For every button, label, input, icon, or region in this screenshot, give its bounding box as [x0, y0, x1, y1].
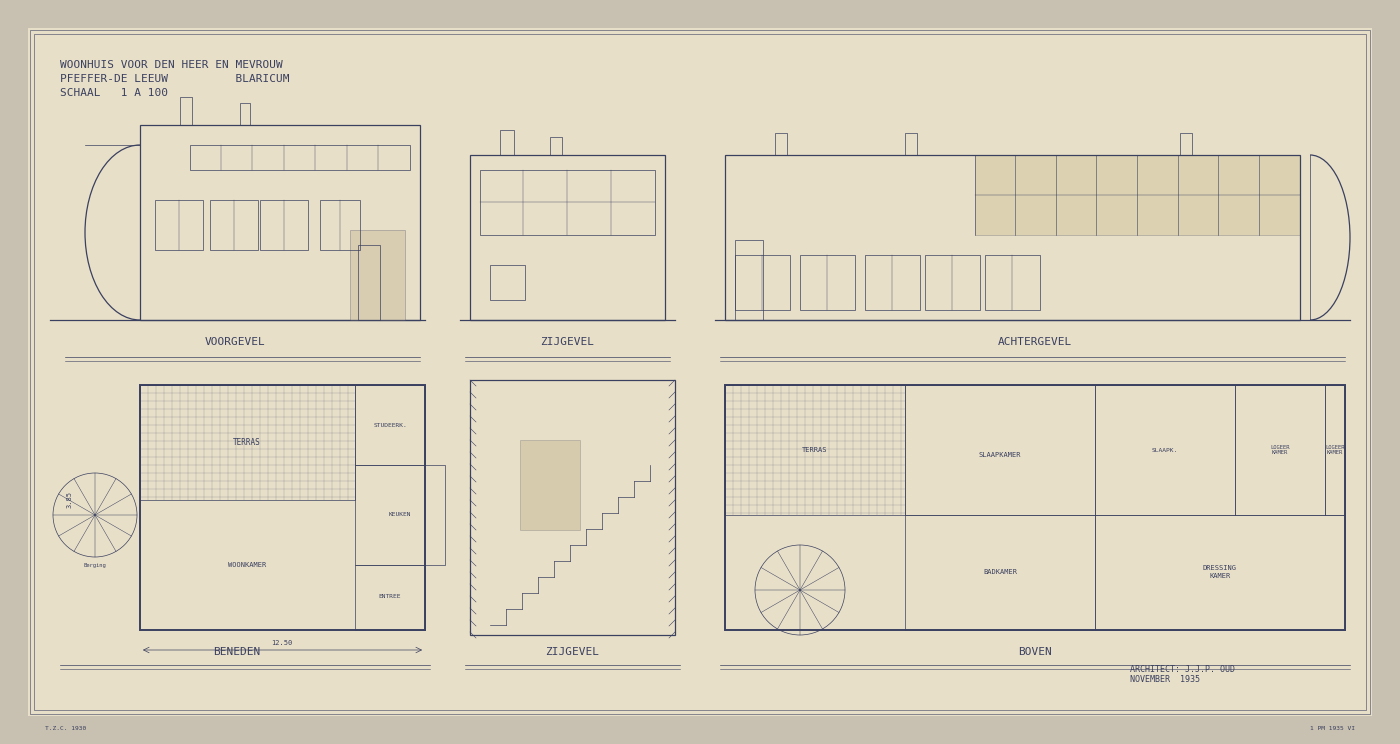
Bar — [190, 145, 410, 170]
Bar — [356, 385, 426, 465]
Bar — [865, 255, 920, 310]
Bar — [725, 155, 1301, 320]
Text: SLAAPK.: SLAAPK. — [1152, 447, 1179, 452]
Text: STUDEERK.: STUDEERK. — [374, 423, 407, 428]
Bar — [181, 97, 192, 125]
Text: 1 PM 1935 VI: 1 PM 1935 VI — [1310, 726, 1355, 731]
Bar — [140, 125, 420, 320]
Text: BENEDEN: BENEDEN — [213, 647, 260, 657]
Bar — [470, 155, 665, 320]
Bar — [904, 515, 1095, 630]
Text: 3.85: 3.85 — [67, 491, 73, 508]
Text: BADKAMER: BADKAMER — [983, 569, 1016, 575]
Bar — [490, 265, 525, 300]
Text: TERRAS: TERRAS — [802, 447, 827, 453]
Bar — [350, 230, 405, 320]
Text: NOVEMBER  1935: NOVEMBER 1935 — [1130, 675, 1200, 684]
Bar — [735, 255, 790, 310]
Text: VOORGEVEL: VOORGEVEL — [204, 337, 266, 347]
Bar — [986, 255, 1040, 310]
Text: WOONKAMER: WOONKAMER — [228, 562, 266, 568]
Bar — [239, 103, 251, 125]
Bar — [519, 440, 580, 530]
Bar — [904, 133, 917, 155]
Bar — [1095, 515, 1345, 630]
Bar — [735, 240, 763, 320]
Text: WOONHUIS VOOR DEN HEER EN MEVROUW: WOONHUIS VOOR DEN HEER EN MEVROUW — [60, 60, 283, 70]
Text: ENTREE: ENTREE — [379, 594, 402, 600]
Bar — [725, 385, 1345, 630]
Bar — [725, 385, 904, 515]
Bar — [358, 245, 379, 320]
Bar — [260, 200, 308, 250]
Text: KEUKEN: KEUKEN — [389, 513, 412, 518]
Bar — [974, 155, 1301, 235]
Bar — [321, 200, 360, 250]
Text: Berging: Berging — [84, 563, 106, 568]
Bar — [356, 565, 426, 630]
Text: SCHAAL   1 A 100: SCHAAL 1 A 100 — [60, 88, 168, 98]
Bar — [1324, 385, 1345, 515]
Bar — [1095, 385, 1235, 515]
Text: PFEFFER-DE LEEUW          BLARICUM: PFEFFER-DE LEEUW BLARICUM — [60, 74, 290, 84]
Bar — [500, 130, 514, 155]
Text: ZIJGEVEL: ZIJGEVEL — [545, 647, 599, 657]
Text: LOGEER
KAMER: LOGEER KAMER — [1326, 445, 1345, 455]
Bar — [904, 385, 1095, 515]
Bar — [1180, 133, 1191, 155]
Text: ZIJGEVEL: ZIJGEVEL — [540, 337, 594, 347]
Bar — [480, 170, 655, 235]
Bar — [470, 380, 675, 635]
Text: LOGEER
KAMER: LOGEER KAMER — [1270, 445, 1289, 455]
Text: BOVEN: BOVEN — [1018, 647, 1051, 657]
Bar — [140, 385, 356, 500]
Bar — [925, 255, 980, 310]
Text: TERRAS: TERRAS — [234, 437, 260, 446]
Text: T.Z.C. 1930: T.Z.C. 1930 — [45, 726, 87, 731]
Bar — [356, 465, 445, 565]
Text: 12.50: 12.50 — [272, 640, 293, 646]
Bar — [1235, 385, 1324, 515]
Text: ARCHITECT: J.J.P. OUD: ARCHITECT: J.J.P. OUD — [1130, 665, 1235, 674]
Text: ACHTERGEVEL: ACHTERGEVEL — [998, 337, 1072, 347]
Bar — [776, 133, 787, 155]
Bar — [155, 200, 203, 250]
Bar — [140, 385, 426, 630]
Bar — [550, 137, 561, 155]
Text: SLAAPKAMER: SLAAPKAMER — [979, 452, 1021, 458]
Bar — [210, 200, 258, 250]
Bar — [799, 255, 855, 310]
Text: DRESSING
KAMER: DRESSING KAMER — [1203, 565, 1238, 579]
